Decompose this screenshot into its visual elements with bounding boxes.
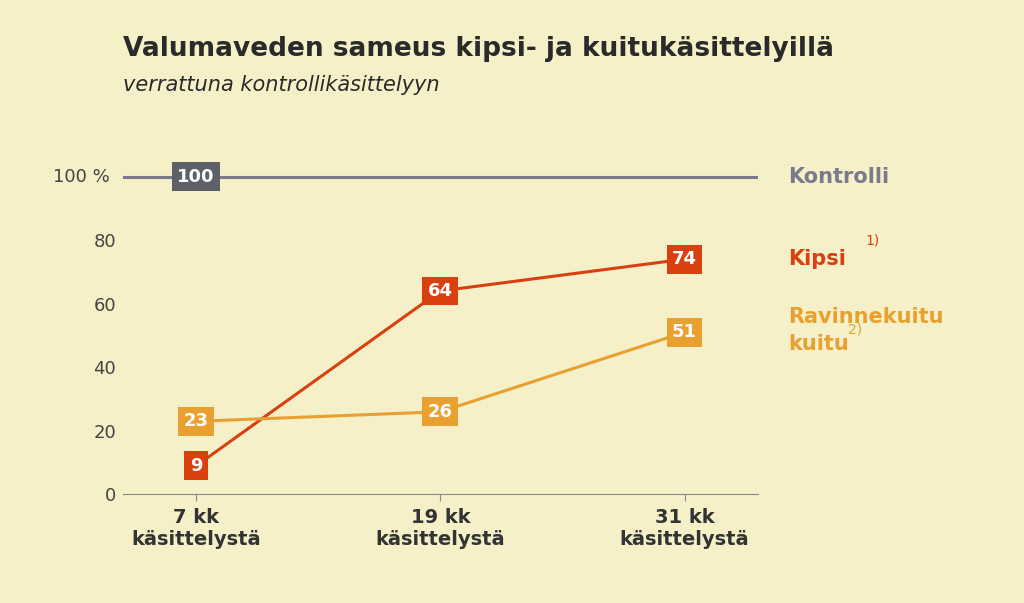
Text: 51: 51 (672, 323, 697, 341)
Text: 23: 23 (183, 412, 209, 431)
Text: 1): 1) (865, 233, 880, 247)
Text: verrattuna kontrollikäsittelyyn: verrattuna kontrollikäsittelyyn (123, 75, 439, 95)
Text: 100 %: 100 % (53, 168, 111, 186)
Text: Kontrolli: Kontrolli (788, 166, 890, 186)
Text: kuitu: kuitu (788, 335, 849, 355)
Text: 74: 74 (672, 250, 697, 268)
Text: Valumaveden sameus kipsi- ja kuitukäsittelyillä: Valumaveden sameus kipsi- ja kuitukäsitt… (123, 36, 834, 62)
Text: 2): 2) (848, 323, 862, 336)
Text: 26: 26 (428, 403, 453, 421)
Text: 64: 64 (428, 282, 453, 300)
Text: Kipsi: Kipsi (788, 249, 847, 269)
Text: 9: 9 (189, 457, 203, 475)
Text: 100: 100 (177, 168, 215, 186)
Text: Ravinnekuitu: Ravinnekuitu (788, 308, 944, 327)
